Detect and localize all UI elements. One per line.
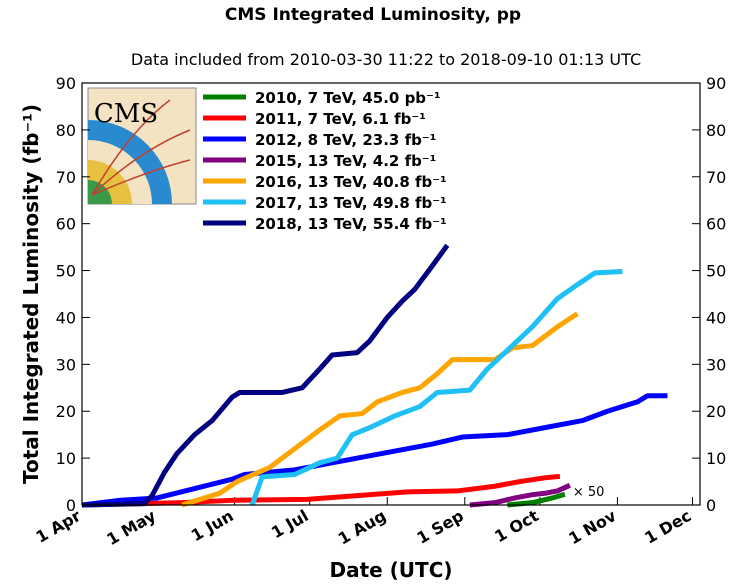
cms-logo: CMS	[87, 87, 197, 205]
legend-label: 2015, 13 TeV, 4.2 fb⁻¹	[255, 152, 436, 170]
x-tick-label: 1 Sep	[414, 506, 467, 548]
x-tick-label: 1 Jun	[188, 506, 237, 545]
legend-label: 2016, 13 TeV, 40.8 fb⁻¹	[255, 173, 447, 191]
y-tick-label: 30	[56, 355, 76, 374]
y-tick-label: 60	[56, 215, 76, 234]
series-line	[81, 243, 450, 508]
legend-label: 2012, 8 TeV, 23.3 fb⁻¹	[255, 131, 436, 149]
y2-tick-label: 10	[706, 449, 726, 468]
y2-tick-label: 60	[706, 215, 726, 234]
y-tick-label: 70	[56, 168, 76, 187]
chart-title: CMS Integrated Luminosity, pp	[225, 5, 521, 25]
x-tick-label: 1 Apr	[33, 506, 85, 547]
x-tick-label: 1 Aug	[335, 506, 389, 548]
series-line	[81, 473, 561, 508]
series-line	[81, 393, 668, 508]
series-line	[469, 483, 571, 508]
plot-frame	[81, 82, 701, 506]
legend-label: 2011, 7 TeV, 6.1 fb⁻¹	[255, 110, 426, 128]
y2-tick-label: 40	[706, 308, 726, 327]
x-axis-label: Date (UTC)	[329, 558, 452, 582]
series-line	[507, 491, 566, 508]
y-tick-label: 0	[66, 496, 76, 515]
y2-tick-label: 20	[706, 402, 726, 421]
y-tick-label: 10	[56, 449, 76, 468]
legend-label: 2010, 7 TeV, 45.0 pb⁻¹	[255, 89, 441, 107]
y2-tick-label: 90	[706, 74, 726, 93]
y-tick-label: 50	[56, 262, 76, 281]
y-tick-label: 90	[56, 74, 76, 93]
x-tick-label: 1 May	[103, 506, 159, 549]
chart-subtitle: Data included from 2010-03-30 11:22 to 2…	[131, 50, 641, 69]
y2-tick-label: 80	[706, 121, 726, 140]
x-tick-label: 1 Oct	[491, 506, 542, 546]
legend-label: 2017, 13 TeV, 49.8 fb⁻¹	[255, 194, 447, 212]
y-tick-label: 20	[56, 402, 76, 421]
annotation: × 50	[573, 485, 605, 500]
y-axis-label: Total Integrated Luminosity (fb⁻¹)	[19, 104, 43, 484]
svg-text:CMS: CMS	[94, 99, 158, 129]
x-tick-label: 1 Jul	[268, 506, 312, 542]
y2-tick-label: 0	[706, 496, 716, 515]
series-line	[249, 268, 623, 506]
x-tick-label: 1 Dec	[641, 506, 694, 548]
y-tick-label: 40	[56, 308, 76, 327]
y-tick-label: 80	[56, 121, 76, 140]
y2-tick-label: 50	[706, 262, 726, 281]
x-tick-label: 1 Nov	[565, 506, 620, 548]
y2-tick-label: 70	[706, 168, 726, 187]
series-line	[181, 311, 579, 508]
legend-label: 2018, 13 TeV, 55.4 fb⁻¹	[255, 215, 447, 233]
y2-tick-label: 30	[706, 355, 726, 374]
